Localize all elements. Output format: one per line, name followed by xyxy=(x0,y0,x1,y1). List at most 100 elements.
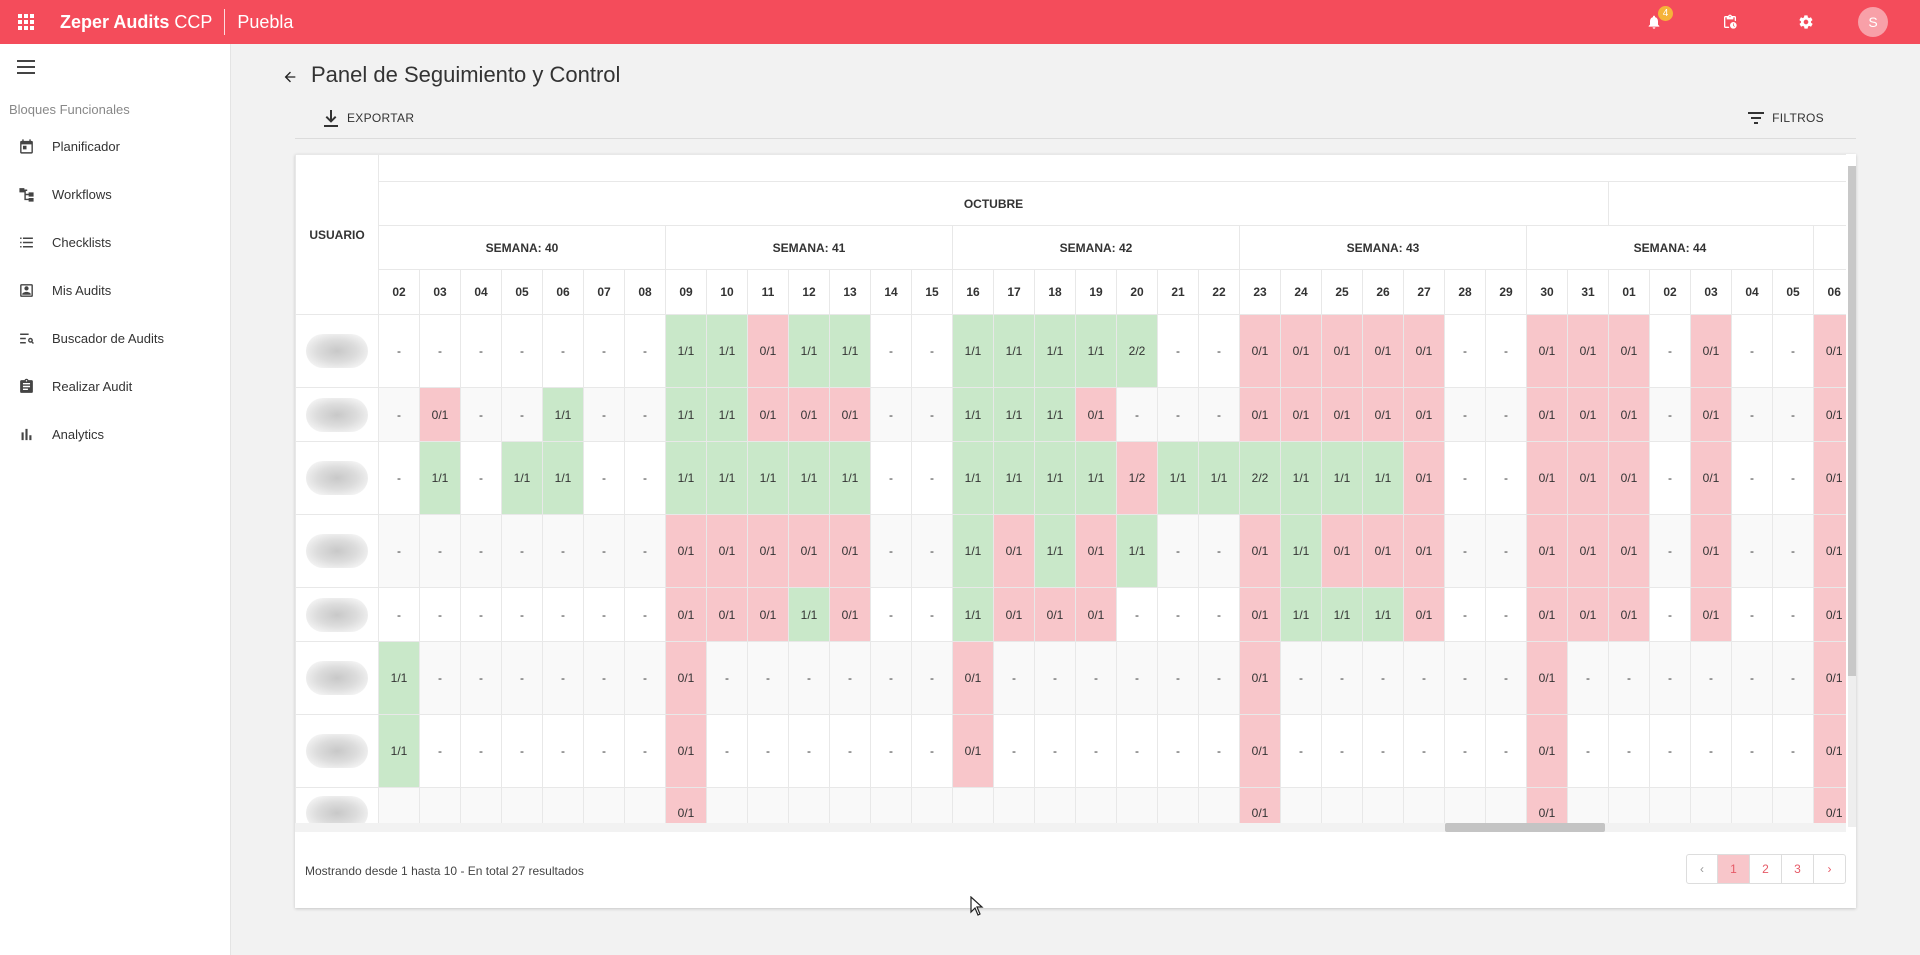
audit-cell[interactable]: 1/1 xyxy=(419,441,461,515)
audit-cell[interactable]: 0/1 xyxy=(1608,314,1650,388)
audit-cell[interactable]: 1/1 xyxy=(993,387,1035,442)
audit-cell[interactable]: 0/1 xyxy=(665,714,707,788)
audit-cell[interactable]: - xyxy=(870,641,912,715)
user-avatar[interactable]: S xyxy=(1858,7,1888,37)
audit-cell[interactable]: - xyxy=(1198,514,1240,588)
audit-cell[interactable]: 0/1 xyxy=(788,514,830,588)
audit-cell[interactable]: - xyxy=(1157,514,1199,588)
audit-cell[interactable]: - xyxy=(1772,514,1814,588)
audit-cell[interactable]: 1/1 xyxy=(1034,387,1076,442)
audit-cell[interactable]: - xyxy=(542,314,584,388)
audit-cell[interactable]: 0/1 xyxy=(665,787,707,827)
audit-cell[interactable]: - xyxy=(624,587,666,642)
audit-cell[interactable]: - xyxy=(1485,314,1527,388)
audit-cell[interactable]: 1/1 xyxy=(1362,587,1404,642)
audit-cell[interactable]: - xyxy=(378,441,420,515)
audit-cell[interactable]: - xyxy=(1772,641,1814,715)
audit-cell[interactable]: - xyxy=(993,641,1035,715)
audit-cell[interactable]: 1/1 xyxy=(665,441,707,515)
audit-cell[interactable]: - xyxy=(1772,441,1814,515)
audit-cell[interactable]: - xyxy=(1198,387,1240,442)
filters-button[interactable]: FILTROS xyxy=(1748,106,1824,130)
audit-cell[interactable]: - xyxy=(378,314,420,388)
audit-cell[interactable]: - xyxy=(1772,314,1814,388)
audit-cell[interactable] xyxy=(1731,787,1773,827)
audit-cell[interactable]: 0/1 xyxy=(1239,587,1281,642)
audit-cell[interactable]: - xyxy=(419,714,461,788)
audit-cell[interactable]: 1/1 xyxy=(1075,441,1117,515)
audit-cell[interactable]: 0/1 xyxy=(747,387,789,442)
audit-cell[interactable] xyxy=(1608,787,1650,827)
audit-cell[interactable]: 0/1 xyxy=(419,387,461,442)
audit-cell[interactable]: 0/1 xyxy=(1608,514,1650,588)
audit-cell[interactable]: - xyxy=(1075,641,1117,715)
audit-cell[interactable]: 0/1 xyxy=(1567,441,1609,515)
audit-cell[interactable]: - xyxy=(870,314,912,388)
audit-cell[interactable]: 0/1 xyxy=(1690,314,1732,388)
audit-cell[interactable]: 1/1 xyxy=(788,587,830,642)
audit-cell[interactable] xyxy=(1280,787,1322,827)
audit-cell[interactable]: 0/1 xyxy=(1690,514,1732,588)
audit-cell[interactable]: - xyxy=(460,387,502,442)
audit-cell[interactable]: 1/1 xyxy=(829,314,871,388)
audit-cell[interactable]: 0/1 xyxy=(1362,387,1404,442)
audit-cell[interactable] xyxy=(1444,787,1486,827)
audit-cell[interactable] xyxy=(952,787,994,827)
audit-cell[interactable] xyxy=(1403,787,1445,827)
audit-cell[interactable]: - xyxy=(419,314,461,388)
audit-cell[interactable]: - xyxy=(501,714,543,788)
audit-cell[interactable]: - xyxy=(1198,314,1240,388)
audit-cell[interactable]: - xyxy=(1485,387,1527,442)
audit-cell[interactable]: - xyxy=(870,587,912,642)
audit-cell[interactable]: - xyxy=(870,387,912,442)
audit-cell[interactable]: - xyxy=(911,587,953,642)
audit-cell[interactable]: 1/1 xyxy=(706,387,748,442)
audit-cell[interactable]: - xyxy=(1649,314,1691,388)
audit-cell[interactable]: 0/1 xyxy=(1239,314,1281,388)
audit-cell[interactable]: 0/1 xyxy=(1608,587,1650,642)
audit-cell[interactable]: 1/1 xyxy=(1321,441,1363,515)
audit-cell[interactable]: 0/1 xyxy=(1075,387,1117,442)
audit-cell[interactable]: 0/1 xyxy=(665,587,707,642)
audit-cell[interactable] xyxy=(1485,787,1527,827)
audit-cell[interactable]: - xyxy=(870,714,912,788)
audit-cell[interactable]: - xyxy=(911,314,953,388)
audit-cell[interactable]: 0/1 xyxy=(706,587,748,642)
audit-cell[interactable]: - xyxy=(1198,714,1240,788)
audit-cell[interactable] xyxy=(501,787,543,827)
audit-cell[interactable]: - xyxy=(460,587,502,642)
audit-cell[interactable] xyxy=(1034,787,1076,827)
site-name[interactable]: Puebla xyxy=(237,11,294,32)
audit-cell[interactable]: - xyxy=(1321,641,1363,715)
audit-cell[interactable]: - xyxy=(1157,641,1199,715)
sidebar-item-realizar-audit[interactable]: Realizar Audit xyxy=(0,362,230,410)
audit-cell[interactable]: 0/1 xyxy=(1362,314,1404,388)
audit-cell[interactable] xyxy=(1772,787,1814,827)
audit-cell[interactable]: 0/1 xyxy=(1239,641,1281,715)
audit-cell[interactable]: 1/1 xyxy=(665,387,707,442)
audit-cell[interactable]: - xyxy=(1649,441,1691,515)
back-button[interactable] xyxy=(279,66,301,88)
audit-cell[interactable]: - xyxy=(460,441,502,515)
audit-cell[interactable]: 1/1 xyxy=(706,314,748,388)
audit-cell[interactable]: 1/1 xyxy=(542,441,584,515)
audit-cell[interactable]: 1/1 xyxy=(993,441,1035,515)
audit-cell[interactable]: 0/1 xyxy=(1690,387,1732,442)
audit-cell[interactable]: - xyxy=(1444,387,1486,442)
audit-cell[interactable]: - xyxy=(624,514,666,588)
audit-cell[interactable] xyxy=(1690,787,1732,827)
audit-cell[interactable]: - xyxy=(583,714,625,788)
audit-cell[interactable]: - xyxy=(624,641,666,715)
audit-cell[interactable]: - xyxy=(1157,587,1199,642)
audit-cell[interactable]: 0/1 xyxy=(1075,587,1117,642)
audit-cell[interactable]: - xyxy=(1444,641,1486,715)
audit-cell[interactable]: - xyxy=(788,641,830,715)
audit-cell[interactable]: - xyxy=(1649,641,1691,715)
audit-cell[interactable]: 0/1 xyxy=(1690,587,1732,642)
audit-cell[interactable]: - xyxy=(1116,587,1158,642)
audit-cell[interactable]: - xyxy=(706,641,748,715)
audit-cell[interactable]: 1/1 xyxy=(747,441,789,515)
audit-cell[interactable]: - xyxy=(1485,514,1527,588)
audit-cell[interactable]: - xyxy=(583,587,625,642)
audit-cell[interactable]: - xyxy=(1444,314,1486,388)
